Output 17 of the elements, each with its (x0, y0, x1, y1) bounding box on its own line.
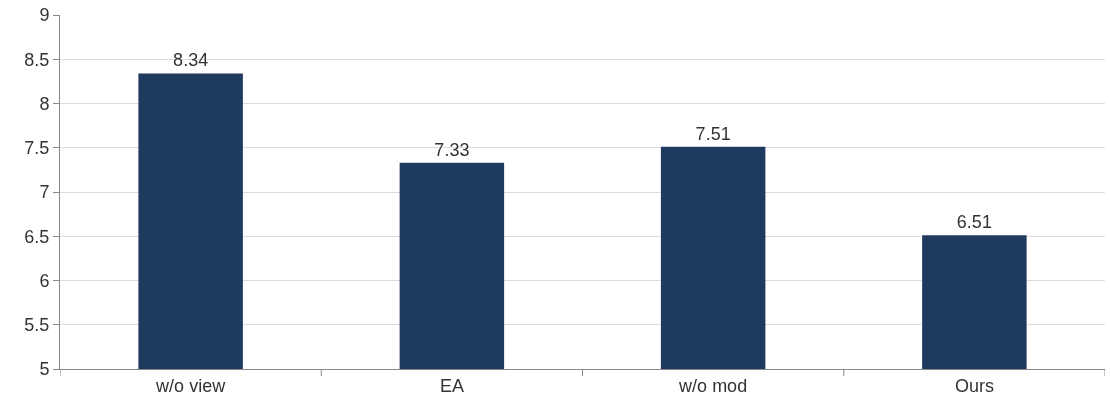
y-tick-label: 7 (39, 182, 50, 203)
y-tick-label: 6.5 (24, 226, 50, 247)
y-tick-label: 5 (39, 359, 50, 380)
y-tick-label: 7.5 (24, 138, 50, 159)
y-tick-label: 5.5 (24, 315, 50, 336)
x-tick-label: Ours (954, 375, 994, 396)
x-tick-label: w/o view (155, 375, 227, 396)
y-tick-label: 8 (39, 93, 50, 114)
data-label: 7.33 (434, 139, 470, 160)
x-tick-label: w/o mod (678, 375, 748, 396)
y-tick-label: 9 (39, 5, 50, 26)
y-tick-label: 8.5 (24, 49, 50, 70)
y-tick-label: 6 (39, 270, 50, 291)
data-label: 6.51 (956, 212, 992, 233)
data-label: 7.51 (695, 123, 731, 144)
data-label: 8.34 (173, 50, 209, 71)
x-tick-label: EA (439, 375, 464, 396)
